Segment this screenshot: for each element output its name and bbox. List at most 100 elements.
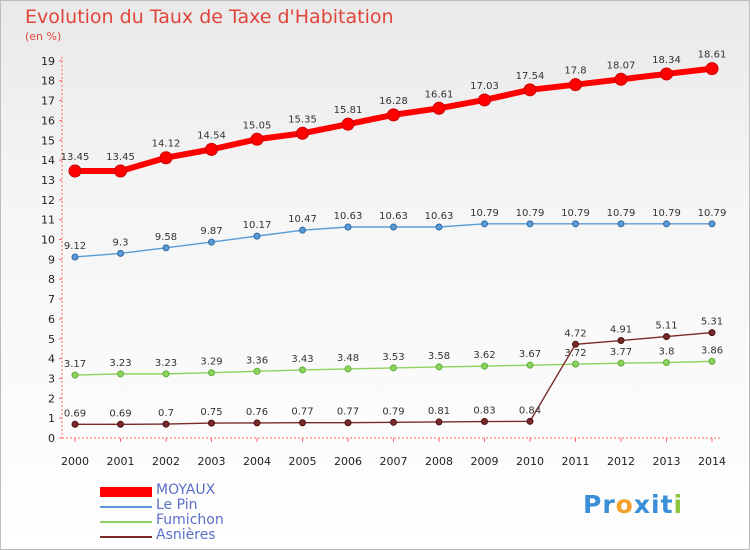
data-point [481, 418, 488, 426]
logo-letter: r [602, 490, 616, 519]
data-point [341, 117, 355, 131]
data-point [159, 151, 173, 165]
data-point [205, 142, 218, 156]
data-point [617, 359, 625, 367]
data-point [663, 359, 670, 367]
x-tick-label: 2007 [380, 455, 408, 468]
data-point [387, 108, 400, 122]
data-label: 0.7 [158, 408, 174, 419]
data-label: 10.79 [561, 208, 590, 219]
data-label: 0.75 [200, 407, 222, 418]
data-point [68, 164, 82, 178]
data-label: 17.54 [516, 71, 545, 82]
logo-letter: i [651, 490, 661, 519]
data-point [705, 62, 719, 76]
y-tick-label: 3 [48, 372, 55, 385]
data-label: 0.69 [109, 408, 131, 419]
data-label: 10.79 [470, 208, 499, 219]
data-label: 3.36 [246, 355, 268, 366]
y-tick-label: 15 [41, 134, 55, 147]
data-label: 14.54 [197, 130, 226, 141]
y-tick-label: 10 [41, 234, 55, 247]
data-label: 3.67 [519, 349, 541, 360]
legend-label: MOYAUX [156, 482, 216, 498]
x-tick-label: 2011 [562, 455, 590, 468]
data-point [523, 83, 537, 97]
data-point [390, 364, 397, 372]
y-tick-label: 7 [48, 293, 55, 306]
data-label: 0.77 [337, 407, 359, 418]
data-label: 9.12 [64, 241, 86, 252]
y-tick-label: 8 [48, 273, 55, 286]
logo-letter: x [633, 490, 651, 519]
data-point [117, 420, 124, 428]
data-label: 18.61 [698, 50, 727, 61]
data-point [344, 419, 352, 427]
data-point [708, 220, 716, 228]
legend-swatch [100, 521, 152, 523]
x-tick-label: 2004 [243, 455, 271, 468]
data-label: 0.77 [291, 407, 313, 418]
data-label: 10.79 [607, 208, 636, 219]
y-tick-label: 14 [41, 154, 55, 167]
data-label: 0.79 [382, 406, 404, 417]
y-tick-label: 4 [48, 353, 55, 366]
y-tick-label: 13 [41, 174, 55, 187]
data-point [299, 366, 306, 374]
data-label: 0.69 [64, 408, 86, 419]
data-label: 16.61 [425, 89, 454, 100]
data-point [71, 420, 79, 428]
y-tick-label: 6 [48, 313, 55, 326]
data-label: 3.29 [200, 357, 222, 368]
x-tick-label: 2014 [698, 455, 726, 468]
data-label: 5.11 [655, 321, 677, 332]
data-label: 3.72 [564, 348, 586, 359]
data-point [663, 333, 670, 341]
data-point [117, 249, 124, 257]
data-label: 3.48 [337, 353, 359, 364]
logo-letter: P [583, 490, 603, 519]
data-label: 9.87 [200, 226, 222, 237]
data-point [526, 417, 534, 425]
data-label: 9.58 [155, 232, 177, 243]
y-tick-label: 1 [48, 412, 55, 425]
legend-item: MOYAUX [100, 482, 360, 499]
data-point [253, 367, 261, 375]
legend-swatch [100, 536, 152, 538]
data-point [481, 362, 488, 370]
data-label: 3.43 [291, 354, 313, 365]
y-tick-label: 16 [41, 114, 55, 127]
data-point [299, 419, 306, 427]
data-point [162, 244, 170, 252]
data-point [572, 220, 579, 228]
data-point [162, 370, 170, 378]
data-point [208, 238, 215, 246]
data-label: 13.45 [106, 152, 135, 163]
x-tick-label: 2013 [653, 455, 681, 468]
y-tick-label: 19 [41, 55, 55, 68]
data-label: 3.8 [659, 347, 675, 358]
data-label: 3.62 [473, 350, 495, 361]
data-point [208, 419, 215, 427]
data-label: 5.31 [701, 317, 723, 328]
data-point [435, 363, 443, 371]
data-label: 17.03 [470, 81, 499, 92]
legend-item: Asnières [100, 527, 360, 544]
data-label: 10.79 [652, 208, 681, 219]
data-point [708, 329, 716, 337]
legend-label: Le Pin [156, 497, 198, 513]
data-label: 0.83 [473, 406, 495, 417]
chart-legend: MOYAUX Le Pin Fumichon Asnières [100, 482, 360, 544]
data-point [617, 220, 625, 228]
x-tick-label: 2008 [425, 455, 453, 468]
y-tick-label: 17 [41, 95, 55, 108]
proxiti-logo: Proxiti [583, 490, 683, 519]
data-label: 16.28 [379, 96, 408, 107]
legend-swatch [100, 487, 152, 497]
y-tick-label: 9 [48, 253, 55, 266]
x-tick-label: 2003 [198, 455, 226, 468]
y-tick-label: 0 [48, 432, 55, 445]
data-point [526, 361, 534, 369]
